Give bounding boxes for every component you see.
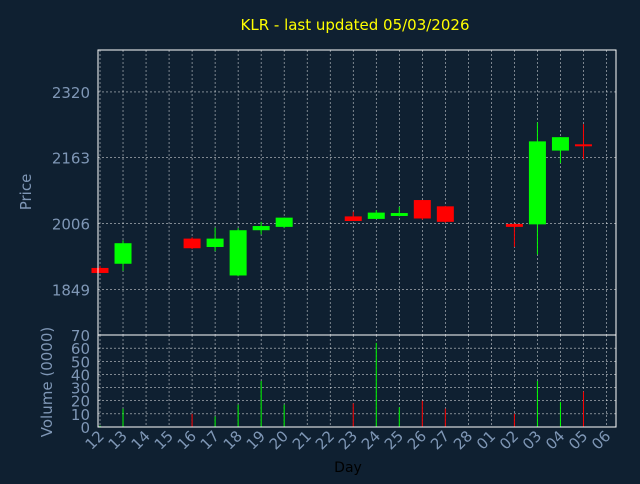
price-tick-label: 1849 bbox=[52, 281, 90, 299]
candle-body bbox=[528, 141, 546, 225]
price-panel: 1849 2006 2163 2320 bbox=[52, 49, 617, 336]
candle-body bbox=[505, 223, 523, 227]
candle-body bbox=[574, 144, 592, 147]
candle-body bbox=[551, 137, 569, 151]
candle-body bbox=[344, 216, 362, 221]
candle-body bbox=[183, 238, 201, 249]
candle-body bbox=[390, 213, 408, 216]
candle-body bbox=[91, 267, 109, 273]
x-tick-label: 06 bbox=[588, 427, 614, 453]
candle-body bbox=[436, 206, 454, 222]
volume-tick-label: 40 bbox=[71, 366, 90, 384]
price-tick-label: 2320 bbox=[52, 84, 90, 102]
volume-tick-label: 10 bbox=[71, 406, 90, 424]
price-tick-label: 2006 bbox=[52, 216, 90, 234]
volume-tick-label: 60 bbox=[71, 340, 90, 358]
volume-tick-label: 50 bbox=[71, 353, 90, 371]
volume-panel: 0102030405060701213141516171819202122232… bbox=[71, 327, 617, 453]
candle-body bbox=[229, 230, 247, 276]
candle-body bbox=[275, 217, 293, 227]
chart-title: KLR - last updated 05/03/2026 bbox=[241, 16, 470, 34]
candle-body bbox=[206, 238, 224, 247]
volume-plot-frame bbox=[97, 334, 617, 428]
price-tick-label: 2163 bbox=[52, 150, 90, 168]
volume-axis-label: Volume (0000) bbox=[38, 327, 56, 437]
price-axis-label: Price bbox=[17, 174, 35, 211]
volume-tick-label: 0 bbox=[80, 419, 90, 437]
candle-body bbox=[413, 200, 431, 219]
candle-body bbox=[114, 243, 132, 264]
volume-tick-label: 70 bbox=[71, 327, 90, 345]
candle-body bbox=[252, 226, 270, 231]
volume-tick-label: 20 bbox=[71, 393, 90, 411]
candle-body bbox=[367, 212, 385, 219]
volume-tick-label: 30 bbox=[71, 380, 90, 398]
day-axis-label: Day bbox=[334, 460, 362, 476]
